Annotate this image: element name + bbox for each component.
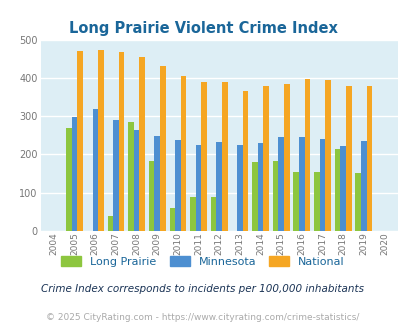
Bar <box>149 161 154 231</box>
Bar <box>210 197 216 231</box>
Bar <box>278 137 283 231</box>
Bar <box>222 82 227 231</box>
Bar <box>119 52 124 231</box>
Bar <box>345 85 351 231</box>
Bar <box>313 173 319 231</box>
Bar <box>107 216 113 231</box>
Text: Long Prairie Violent Crime Index: Long Prairie Violent Crime Index <box>68 21 337 36</box>
Bar <box>113 119 119 231</box>
Bar <box>293 173 298 231</box>
Bar <box>339 146 345 231</box>
Bar <box>263 86 268 231</box>
Bar <box>354 173 360 231</box>
Bar <box>160 66 165 231</box>
Bar <box>92 109 98 231</box>
Bar <box>304 79 309 231</box>
Bar <box>272 161 278 231</box>
Bar <box>298 137 304 231</box>
Bar <box>366 86 371 231</box>
Bar <box>139 57 145 231</box>
Bar <box>180 76 186 231</box>
Bar <box>216 142 222 231</box>
Bar <box>252 162 257 231</box>
Bar <box>324 80 330 231</box>
Bar <box>257 143 263 231</box>
Bar <box>190 197 195 231</box>
Text: © 2025 CityRating.com - https://www.cityrating.com/crime-statistics/: © 2025 CityRating.com - https://www.city… <box>46 313 359 322</box>
Bar <box>237 145 242 231</box>
Bar <box>360 141 366 231</box>
Bar <box>201 82 207 231</box>
Bar <box>175 140 180 231</box>
Bar <box>66 128 72 231</box>
Bar <box>334 149 339 231</box>
Bar <box>242 90 247 231</box>
Bar <box>77 51 83 231</box>
Legend: Long Prairie, Minnesota, National: Long Prairie, Minnesota, National <box>57 251 348 271</box>
Bar <box>72 117 77 231</box>
Bar <box>134 130 139 231</box>
Bar <box>154 136 160 231</box>
Text: Crime Index corresponds to incidents per 100,000 inhabitants: Crime Index corresponds to incidents per… <box>41 284 364 294</box>
Bar <box>169 208 175 231</box>
Bar <box>128 122 134 231</box>
Bar <box>319 139 324 231</box>
Bar <box>283 84 289 231</box>
Bar <box>195 145 201 231</box>
Bar <box>98 50 103 231</box>
